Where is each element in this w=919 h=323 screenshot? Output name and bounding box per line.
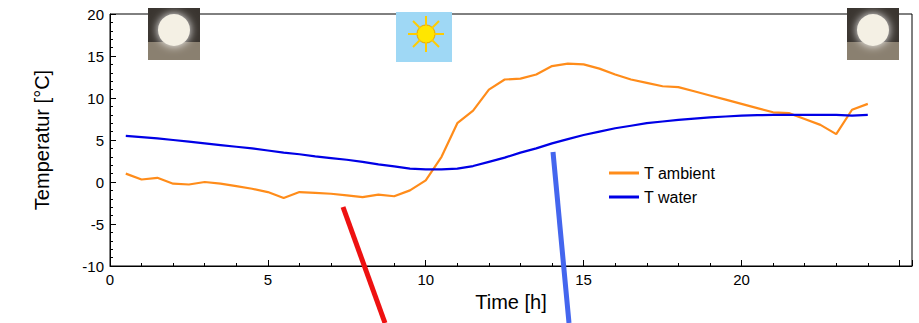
svg-text:5: 5 [96,132,104,149]
svg-text:-5: -5 [91,216,104,233]
svg-text:20: 20 [87,6,104,23]
svg-text:10: 10 [417,271,434,288]
svg-text:20: 20 [733,271,750,288]
svg-text:T ambient: T ambient [644,165,715,182]
svg-text:-10: -10 [82,258,104,275]
svg-text:15: 15 [87,48,104,65]
svg-text:Time [h]: Time [h] [475,291,547,313]
svg-text:0: 0 [96,174,104,191]
svg-text:Temperatur [°C]: Temperatur [°C] [31,70,53,210]
svg-text:5: 5 [264,271,272,288]
svg-text:0: 0 [106,271,114,288]
svg-text:T water: T water [644,189,698,206]
svg-text:10: 10 [87,90,104,107]
svg-text:15: 15 [575,271,592,288]
